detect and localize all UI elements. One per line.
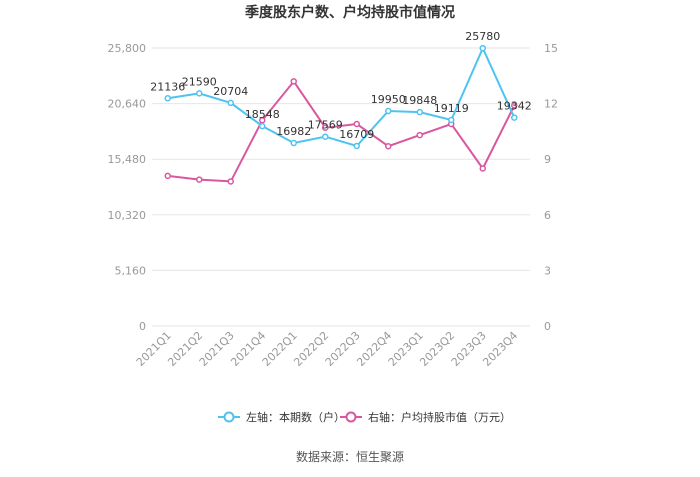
data-label: 25780 [465,30,500,43]
legend-item-left[interactable]: 左轴：本期数（户） [218,410,345,424]
right-axis-ticks: 0 3 6 9 12 15 [544,42,558,333]
data-point-left[interactable] [385,107,392,115]
data-point-right[interactable] [290,78,297,85]
data-label: 19342 [497,100,532,113]
data-label: 21136 [150,80,185,93]
data-label: 19119 [434,102,469,115]
data-point-right[interactable] [479,165,486,172]
legend-label: 右轴：户均持股市值（万元） [368,410,511,424]
right-tick-label: 0 [544,320,551,333]
data-label: 17569 [308,119,343,132]
right-tick-label: 6 [544,209,551,222]
data-point-left[interactable] [322,133,329,140]
grid-lines [152,47,530,327]
data-point-left[interactable] [511,114,518,121]
series-line-right [167,79,516,183]
right-tick-label: 3 [544,264,551,277]
left-axis-ticks: 0 5,160 10,320 15,480 20,640 25,800 [108,42,147,333]
data-point-right[interactable] [385,142,392,150]
data-point-right[interactable] [416,131,423,139]
legend[interactable]: 左轴：本期数（户） 右轴：户均持股市值（万元） [218,410,511,424]
data-label: 20704 [213,85,248,98]
data-point-right[interactable] [227,178,234,185]
data-point-left[interactable] [259,122,266,130]
data-point-left[interactable] [448,116,455,124]
data-point-left[interactable] [416,108,423,116]
data-label: 21590 [182,75,217,88]
legend-item-right[interactable]: 右轴：户均持股市值（万元） [340,410,511,424]
data-point-left[interactable] [164,95,171,102]
left-tick-label: 20,640 [108,98,147,111]
data-point-left[interactable] [196,90,203,97]
data-point-right[interactable] [259,117,266,124]
data-point-right[interactable] [164,172,171,180]
data-point-right[interactable] [511,102,518,109]
left-tick-label: 25,800 [108,42,147,55]
data-point-right[interactable] [353,120,360,128]
legend-label: 左轴：本期数（户） [246,410,345,424]
chart-title: 季度股东户数、户均持股市值情况 [244,4,455,21]
left-tick-label: 15,480 [108,153,147,166]
data-label: 16709 [339,128,374,141]
right-tick-label: 15 [544,42,558,55]
left-tick-label: 5,160 [115,264,147,277]
x-tick-label: 2023Q4 [480,329,520,369]
data-point-left[interactable] [290,139,297,147]
source-text: 数据来源：恒生聚源 [296,449,404,464]
series-layer [164,44,518,185]
legend-marker-icon [223,411,235,423]
data-point-left[interactable] [479,44,486,52]
data-label: 19848 [402,94,437,107]
data-point-right[interactable] [322,124,329,131]
data-point-left[interactable] [227,99,234,107]
data-label: 19950 [371,93,406,106]
series-line-left [167,45,516,148]
data-point-left[interactable] [353,142,360,150]
left-tick-label: 10,320 [108,209,147,222]
right-tick-label: 12 [544,98,558,111]
right-tick-label: 9 [544,153,551,166]
data-label: 18548 [245,108,280,121]
legend-marker-icon [345,411,357,423]
x-axis-ticks: 2021Q12021Q22021Q32021Q42022Q12022Q22022… [134,329,521,369]
data-label: 16982 [276,125,311,138]
data-point-right[interactable] [196,176,203,183]
left-tick-label: 0 [139,320,146,333]
